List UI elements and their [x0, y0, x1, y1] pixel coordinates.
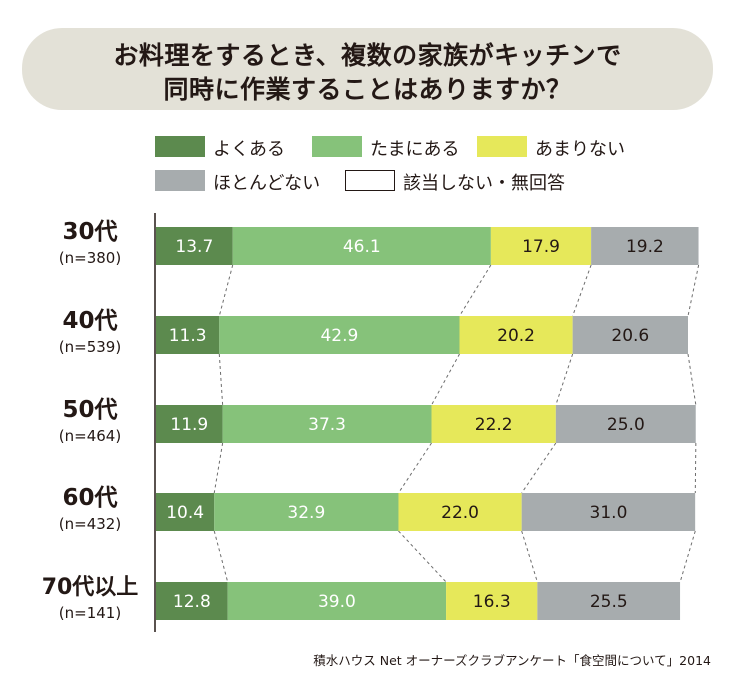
source-note: 積水ハウス Net オーナーズクラブアンケート「食空間について」2014 [313, 653, 711, 668]
bar-segment [537, 582, 681, 620]
data-label: 46.1 [343, 237, 381, 257]
legend-swatch-often [155, 136, 205, 157]
data-label: 11.9 [170, 415, 208, 435]
connector-line [521, 442, 557, 494]
data-label: 19.2 [626, 237, 664, 257]
bar-segment [521, 493, 696, 531]
connector-line [213, 530, 229, 583]
title-banner: お料理をするとき、複数の家族がキッチンで 同時に作業することはありますか？ [22, 28, 713, 110]
category-label: 40代 [62, 308, 117, 334]
connector-line [679, 530, 696, 583]
bar-segment [695, 493, 716, 531]
connector-line [218, 264, 234, 317]
connector-line [572, 264, 592, 317]
sample-size-label: (n=464) [59, 427, 121, 445]
bar-segment [698, 227, 716, 265]
bar-segment [446, 582, 538, 620]
bar-segment [156, 493, 215, 531]
bar-segment [219, 316, 460, 354]
connector-line [687, 264, 700, 317]
data-label: 17.9 [522, 237, 560, 257]
connector-line [694, 442, 697, 494]
data-label: 22.0 [441, 503, 479, 523]
data-label: 11.3 [169, 326, 207, 346]
chart-title-line-2: 同時に作業することはありますか？ [163, 75, 572, 104]
bar-segment [572, 316, 688, 354]
sample-size-label: (n=141) [59, 604, 121, 622]
bar-segment [156, 582, 228, 620]
connector-line [555, 353, 574, 406]
legend-label-almost-never: ほとんどない [213, 173, 321, 194]
legend-swatch-rarely [477, 136, 527, 157]
connector-line [213, 442, 224, 494]
chart-title-line-1: お料理をするとき、複数の家族がキッチンで [113, 41, 622, 70]
bar-segment [680, 582, 716, 620]
data-label: 25.5 [590, 592, 628, 612]
category-label: 60代 [62, 485, 117, 511]
data-label: 31.0 [590, 503, 628, 523]
legend-swatch-sometimes [312, 136, 362, 157]
connector-line [521, 530, 538, 583]
data-label: 37.3 [308, 415, 346, 435]
connector-line [398, 442, 432, 494]
legend-swatch-almost-never [155, 170, 205, 191]
bar-segment [490, 227, 592, 265]
bar-segment [591, 227, 699, 265]
sample-size-label: (n=380) [59, 249, 121, 267]
bar-segment [459, 316, 573, 354]
legend-label-rarely: あまりない [535, 139, 625, 160]
category-label: 50代 [62, 397, 117, 423]
data-label: 10.4 [166, 503, 204, 523]
sample-size-label: (n=432) [59, 515, 121, 533]
legend-swatch-na [345, 170, 395, 191]
data-label: 20.6 [611, 326, 649, 346]
data-label: 13.7 [175, 237, 213, 257]
sample-size-label: (n=539) [59, 338, 121, 356]
data-label: 25.0 [607, 415, 645, 435]
data-label: 22.2 [475, 415, 513, 435]
bar-segment [227, 582, 447, 620]
bar-segment [695, 405, 716, 443]
bar-segment [156, 316, 220, 354]
connector-line [431, 353, 460, 406]
connector-line [398, 530, 447, 583]
category-label: 70代以上 [42, 575, 139, 600]
data-label: 20.2 [497, 326, 535, 346]
legend-label-sometimes: たまにある [370, 139, 460, 160]
data-label: 12.8 [173, 592, 211, 612]
data-label: 42.9 [320, 326, 358, 346]
bar-segment [398, 493, 522, 531]
bar-segment [555, 405, 696, 443]
data-label: 16.3 [473, 592, 511, 612]
connector-line [218, 353, 224, 406]
bar-segment [156, 405, 223, 443]
connector-line [687, 353, 697, 406]
bar-segment [222, 405, 432, 443]
bar-segment [232, 227, 491, 265]
connector-line [459, 264, 492, 317]
data-label: 32.9 [287, 503, 325, 523]
bar-segment [214, 493, 399, 531]
legend-label-often: よくある [213, 139, 285, 160]
bar-segment [688, 316, 716, 354]
bar-segment [156, 227, 233, 265]
legend-label-na: 該当しない・無回答 [403, 173, 565, 194]
bar-segment [431, 405, 556, 443]
data-label: 39.0 [318, 592, 356, 612]
category-label: 30代 [62, 219, 117, 245]
